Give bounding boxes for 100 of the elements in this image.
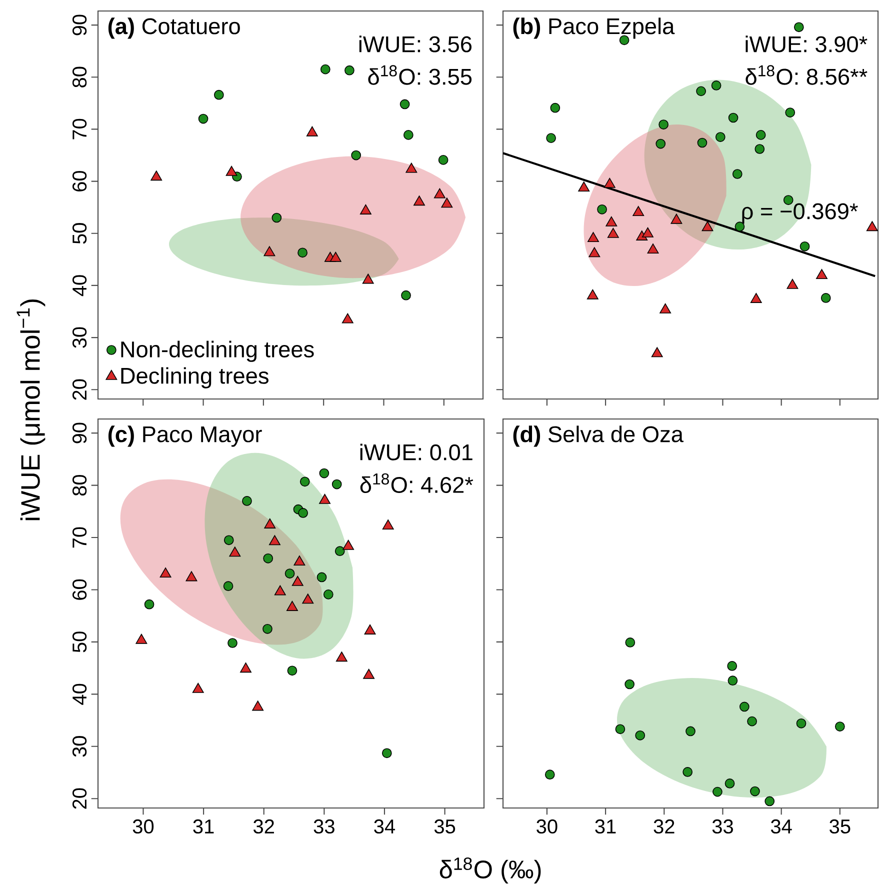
point [403,130,414,140]
point [785,108,796,118]
point [635,730,646,740]
point [756,130,766,140]
point [682,767,693,777]
point [332,479,342,490]
annotation: δ$^{18}$O: 8.56** [746,65,868,85]
point [298,508,308,518]
x-tick-label: 34 [374,819,396,834]
point [363,668,375,679]
point [724,778,735,788]
y-tick-label: 80 [72,474,87,496]
point [214,90,224,100]
x-tick-label: 30 [536,819,558,834]
point [747,716,757,726]
point [597,204,607,214]
point [298,248,308,258]
point [686,726,696,736]
point [286,600,298,611]
point [223,581,234,592]
point [660,303,672,314]
point [351,150,362,160]
point [615,724,626,734]
point [728,676,738,686]
point [400,99,410,110]
point [292,576,304,586]
point [550,102,560,113]
legend-label: Declining trees [121,367,268,388]
point [264,246,276,256]
point [242,496,252,506]
y-tick-label: 50 [72,632,87,652]
chart-title: (d) Selva de Oza [513,426,684,447]
point [316,572,327,582]
point [320,64,330,74]
point [441,198,453,208]
legend-label: Non-declining trees [121,340,314,362]
point [739,702,750,712]
point [287,666,298,676]
annotation: iWUE: 3.90* [746,36,868,52]
point [414,196,425,206]
annotation: iWUE: 0.01 [360,444,472,460]
point [578,182,590,192]
x-tick-label: 31 [595,819,616,834]
x-tick-label: 33 [314,819,334,834]
point [330,252,342,262]
y-tick-label: 40 [72,684,87,705]
point [300,476,310,487]
point [192,682,204,693]
point [294,556,306,566]
point [586,289,598,300]
point [342,540,354,550]
y-tick-label: 60 [72,579,87,600]
point [401,290,411,300]
point [604,178,616,188]
point [144,599,154,610]
point [764,796,775,806]
point [319,468,330,478]
point [754,144,765,154]
point [697,138,708,148]
point [319,494,330,504]
annotation: ρ = −0.369* [742,203,858,224]
x-tick-label: 35 [830,819,850,834]
y-axis-title: iWUE (μmol mol$^{−1}$) [16,300,46,520]
point [252,700,264,711]
point [624,679,635,690]
point [834,722,845,732]
annotation: δ$^{18}$O: 3.55 [368,65,472,85]
chart-title: (a) Cotatuero [108,18,240,39]
point [334,546,345,556]
point [732,169,742,179]
point [263,553,274,564]
point [406,162,418,173]
point [198,114,208,124]
point [658,120,668,130]
point [274,585,286,596]
point [229,546,241,557]
y-tick-label: 20 [72,788,87,809]
point [728,112,738,123]
point [800,241,810,252]
point [323,590,334,600]
y-tick-label: 90 [72,422,87,444]
y-tick-label: 90 [72,14,87,36]
point [632,206,644,216]
point [224,535,234,546]
y-tick-label: 20 [72,379,87,400]
point [696,86,706,96]
point [364,624,376,634]
point [240,662,252,673]
point [150,170,162,181]
point [136,634,148,644]
y-tick-label: 40 [72,275,87,296]
x-tick-label: 32 [253,819,274,834]
point [306,126,318,136]
point [670,214,682,224]
point [382,520,394,530]
point [302,594,314,604]
point [546,133,556,143]
point [606,216,618,226]
point [715,132,726,142]
point [438,155,448,165]
